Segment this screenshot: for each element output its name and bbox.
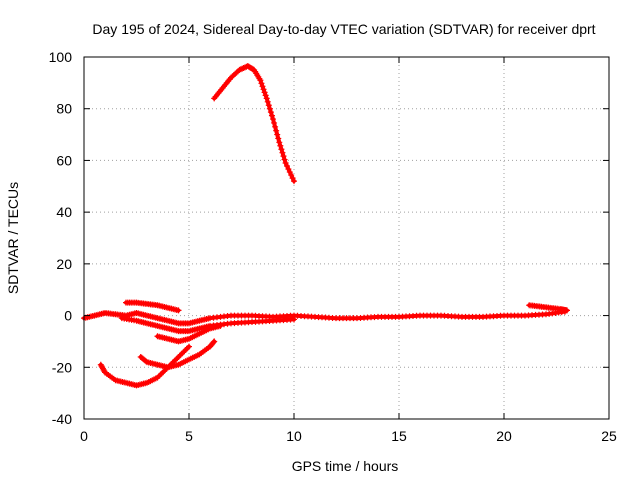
y-tick-label: 20 (56, 256, 72, 272)
data-point (186, 343, 192, 350)
data-point (175, 307, 182, 314)
series-track-low-right (137, 338, 218, 371)
data-point (274, 131, 281, 138)
series-track-lower-mid (118, 315, 297, 335)
data-point (291, 178, 297, 185)
data-point (564, 307, 570, 314)
data-point (273, 127, 280, 134)
data-point (257, 77, 264, 84)
x-tick-label: 20 (496, 428, 512, 444)
data-point (142, 358, 149, 365)
data-point (278, 146, 285, 153)
x-tick-label: 25 (601, 428, 617, 444)
y-tick-label: -40 (52, 411, 72, 427)
y-tick-label: 40 (56, 204, 72, 220)
data-point (263, 95, 270, 102)
data-point (267, 109, 274, 116)
series-track-dip (154, 322, 224, 345)
data-point (270, 116, 276, 123)
data-point (281, 156, 288, 163)
data-point (288, 172, 295, 179)
y-tick-label: 80 (56, 101, 72, 117)
data-point (286, 169, 293, 176)
plot-frame (83, 56, 610, 420)
x-tick-label: 15 (391, 428, 407, 444)
series-track-zero-long (81, 308, 568, 327)
chart-title: Day 195 of 2024, Sidereal Day-to-day VTE… (92, 21, 595, 37)
data-point (280, 153, 287, 160)
data-point (291, 316, 297, 323)
grid (84, 57, 609, 419)
x-tick-label: 0 (80, 428, 88, 444)
y-tick-label: -20 (52, 359, 72, 375)
data-point (282, 160, 289, 167)
x-axis-label: GPS time / hours (292, 458, 399, 474)
series-track-upper-hump (123, 299, 182, 314)
data-point (264, 98, 271, 105)
data-point (275, 135, 282, 142)
series-layer (81, 63, 570, 389)
data-point (259, 83, 266, 90)
x-tick-label: 10 (286, 428, 302, 444)
data-point (276, 139, 283, 146)
data-point (217, 322, 224, 329)
data-point (261, 89, 268, 96)
data-point (268, 112, 275, 119)
data-point (265, 102, 272, 109)
y-tick-label: 0 (64, 308, 72, 324)
data-point (210, 339, 217, 346)
data-point (260, 86, 267, 93)
y-tick-label: 100 (49, 49, 73, 65)
data-point (279, 149, 286, 156)
data-point (266, 105, 273, 112)
y-tick-label: 60 (56, 152, 72, 168)
x-tick-label: 5 (185, 428, 193, 444)
data-point (258, 80, 265, 87)
data-point (277, 142, 284, 149)
y-axis-label: SDTVAR / TECUs (5, 182, 21, 294)
data-point (289, 175, 296, 182)
data-point (211, 338, 218, 345)
ticks: 0 5 10 15 20 25 -40 -20 0 20 40 60 80 100 (49, 49, 617, 444)
series-track-high (211, 63, 297, 185)
series-track-end (526, 302, 570, 314)
data-point (285, 166, 292, 173)
data-point (262, 92, 269, 99)
data-point (284, 163, 290, 170)
data-point (272, 123, 279, 130)
data-point (271, 119, 278, 126)
